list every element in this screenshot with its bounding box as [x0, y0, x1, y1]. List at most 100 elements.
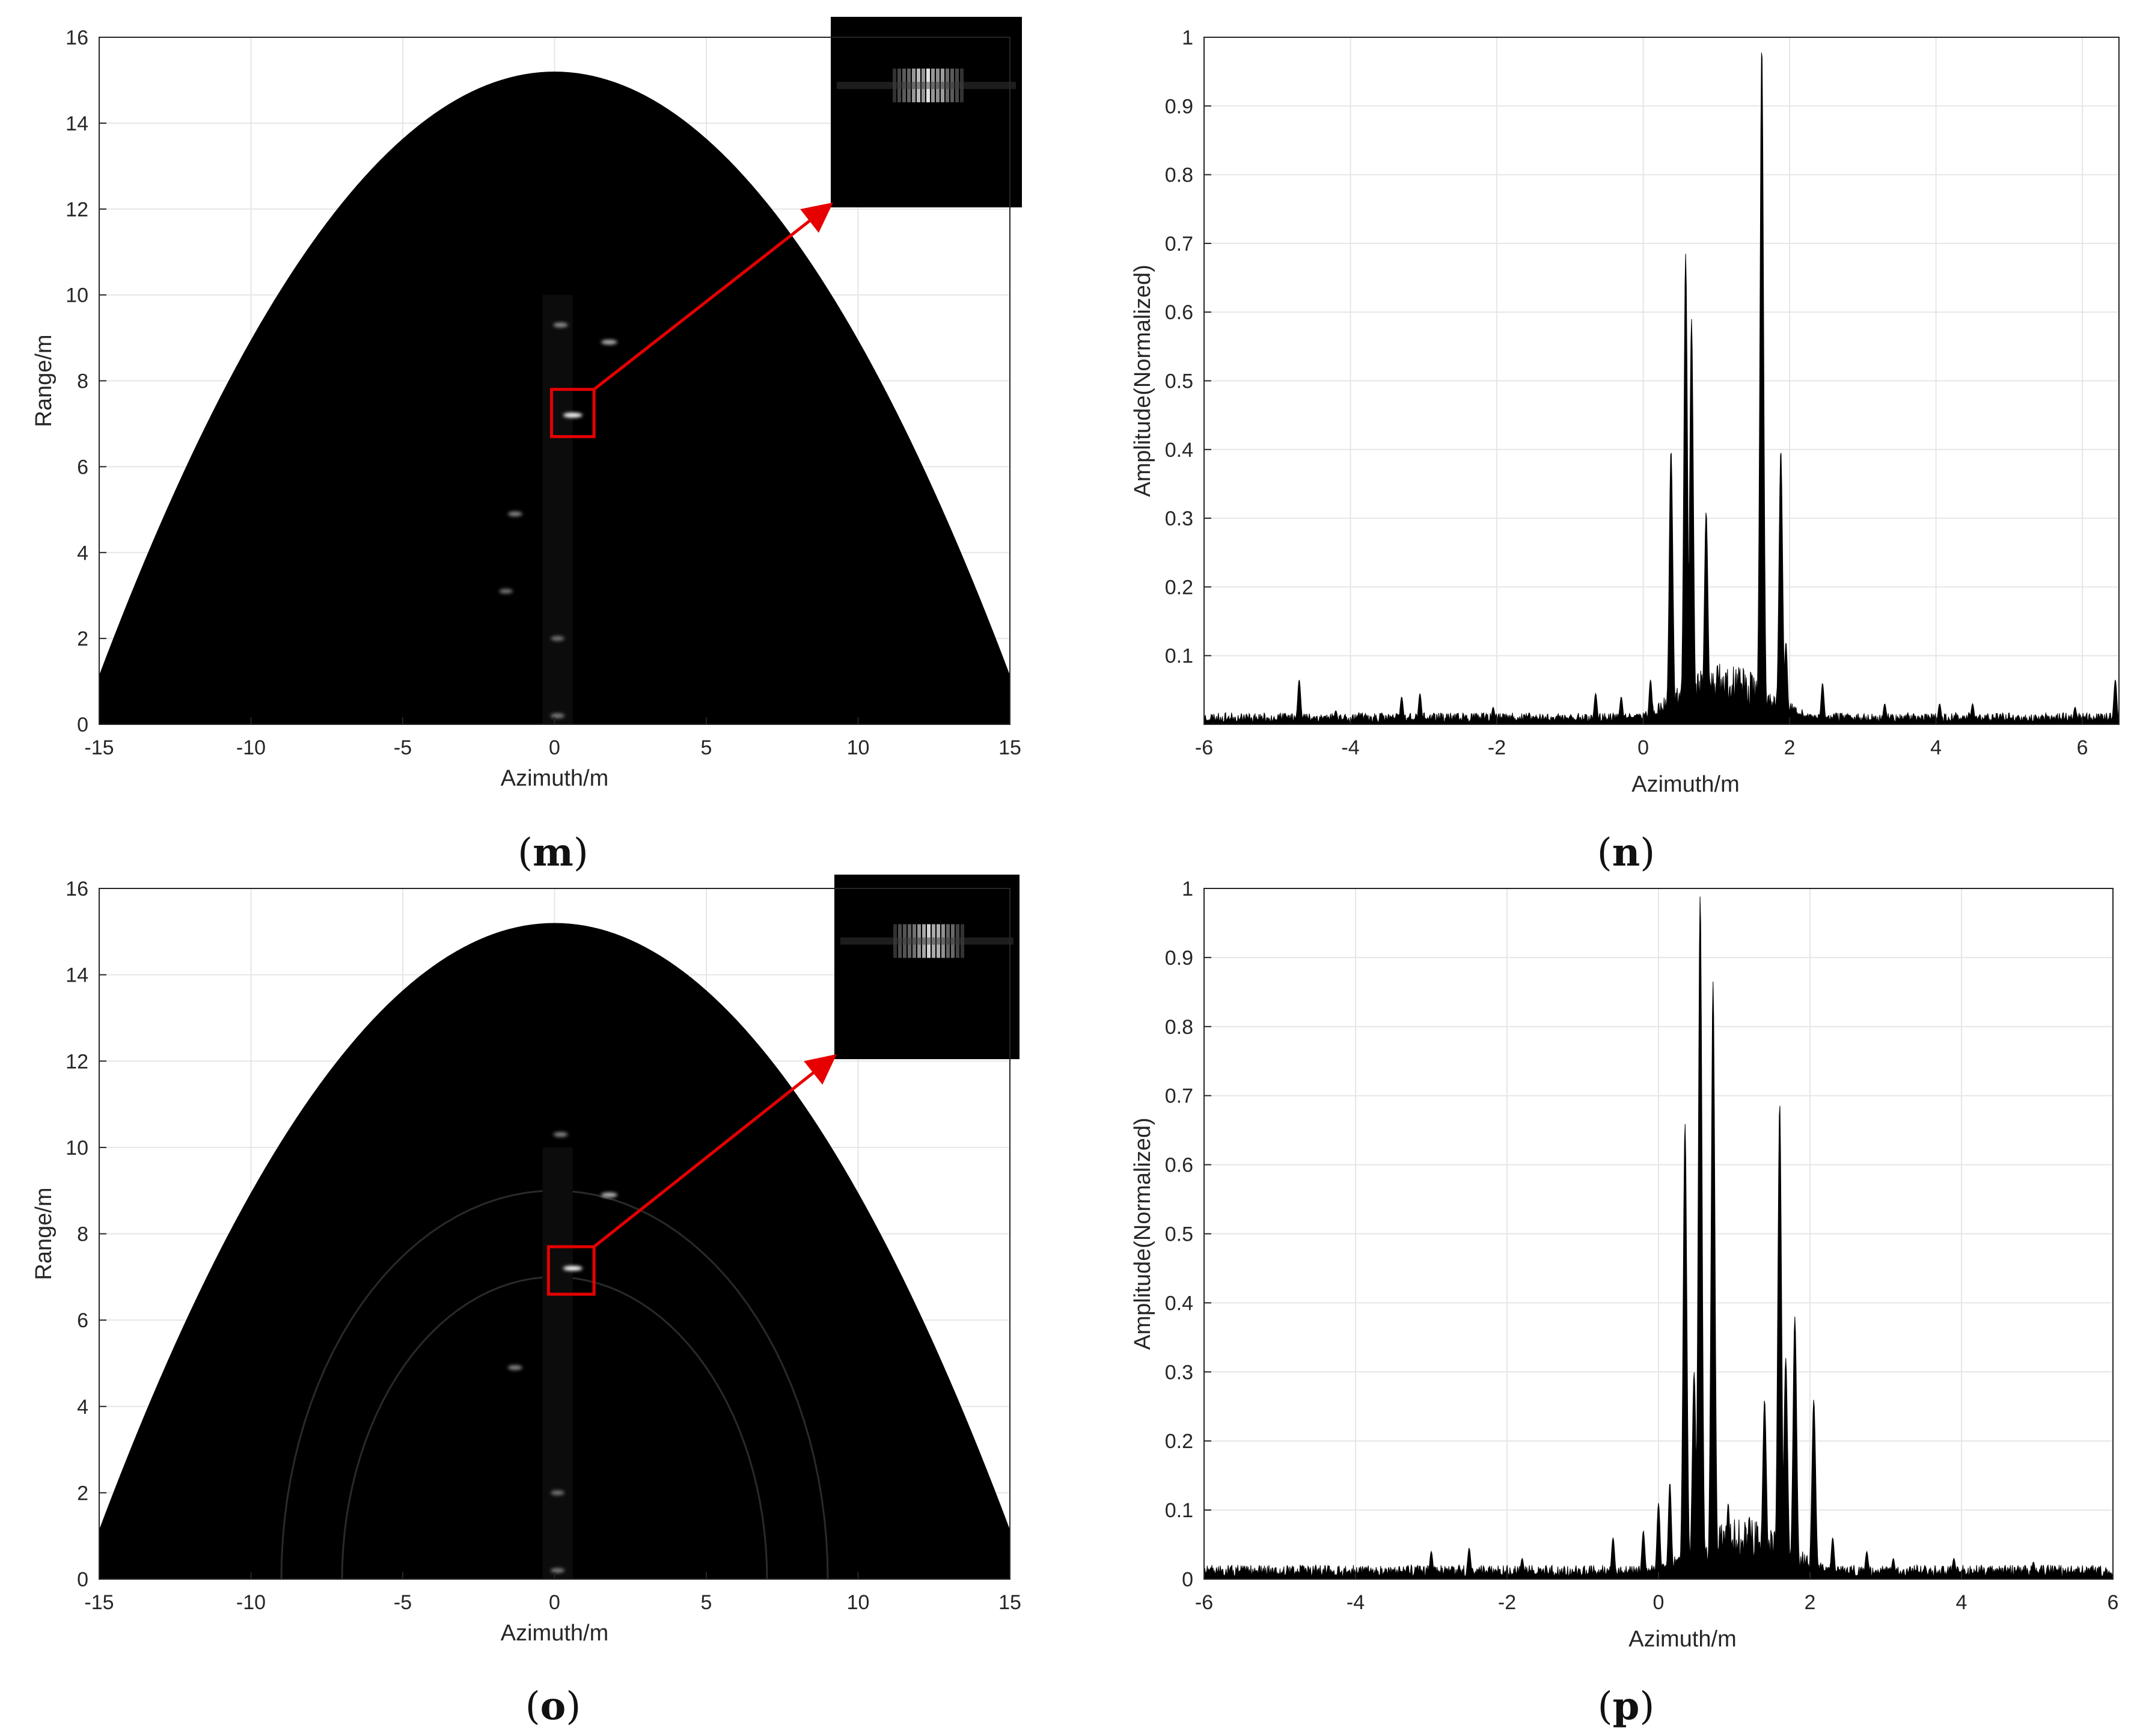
panel-close-paren: ): [573, 831, 589, 875]
scatter-point: [601, 340, 617, 345]
panel-label-m: (m): [518, 830, 589, 875]
chart-p: -6 -4 -2 0 2 4 6 0 0.1 0.2 0.3 0.4 0.5 0.6 0.7 0.8 0.9 1 A…: [1130, 878, 2118, 1652]
y-tick-label: 0.8: [1165, 1016, 1193, 1039]
x-tick-label: 2: [1784, 736, 1796, 759]
y-tick-label: 0.7: [1165, 1085, 1193, 1108]
y-tick-label: 2: [77, 628, 88, 650]
y-tick-label: 2: [77, 1482, 88, 1505]
x-tick-label: -10: [236, 1591, 266, 1614]
y-tick-label: 14: [66, 112, 88, 135]
y-tick-label: 0.9: [1165, 947, 1193, 970]
chart-o: -15 -10 -5 0 5 10 15 0 2 4 6 8 10 12 14 16 Azimuth/m Rang…: [31, 875, 1021, 1646]
x-tick-label: -6: [1195, 1591, 1213, 1614]
panel-label-n: (n): [1597, 830, 1655, 875]
scatter-point: [563, 1265, 582, 1271]
scatter-point: [551, 636, 564, 641]
y-tick-label: 0: [1182, 1568, 1193, 1591]
x-tick-label: 10: [847, 736, 870, 759]
panel-open-paren: (: [525, 1684, 540, 1729]
y-tick-label: 0: [77, 1568, 88, 1591]
scatter-point: [508, 1365, 522, 1371]
x-tick-label: -5: [394, 1591, 412, 1614]
y-tick-label: 14: [66, 964, 88, 987]
zoom-arrow: [593, 202, 833, 391]
y-tick-label: 0.2: [1165, 1430, 1193, 1453]
tick-labels: -6 -4 -2 0 2 4 6 0 0.1 0.2 0.3 0.4 0.5 0.6 0.7 0.8 0.9 1: [1165, 878, 2119, 1614]
inset-streak: [837, 82, 1016, 90]
inset-background: [831, 17, 1022, 207]
y-tick-label: 0.1: [1165, 645, 1193, 668]
y-tick-label: 1: [1182, 26, 1193, 49]
y-tick-label: 0.6: [1165, 301, 1193, 324]
y-tick-label: 16: [66, 878, 88, 900]
y-tick-label: 0.9: [1165, 95, 1193, 118]
y-tick-label: 0.3: [1165, 507, 1193, 530]
y-tick-label: 12: [66, 198, 88, 221]
y-tick-label: 0.1: [1165, 1499, 1193, 1522]
tick-labels: -6 -4 -2 0 2 4 6 0.1 0.2 0.3 0.4 0.5 0.6 0.7 0.8 0.9 1: [1165, 26, 2088, 759]
y-tick-label: 0.8: [1165, 164, 1193, 187]
scatter-point: [553, 322, 568, 328]
x-tick-label: 6: [2077, 736, 2088, 759]
x-tick-label: -2: [1488, 736, 1506, 759]
scatter-point: [601, 1192, 617, 1197]
x-tick-label: -6: [1195, 736, 1213, 759]
scatter-point: [563, 412, 582, 418]
x-tick-label: -5: [394, 736, 412, 759]
y-axis-label: Amplitude(Normalized): [1130, 1117, 1155, 1349]
x-tick-label: -15: [84, 736, 114, 759]
y-tick-label: 0.2: [1165, 576, 1193, 599]
x-axis-label: Azimuth/m: [501, 766, 608, 791]
panel-close-paren: ): [1639, 1684, 1654, 1729]
x-tick-label: 15: [998, 1591, 1021, 1614]
panel-open-paren: (: [518, 831, 533, 875]
scatter-point: [551, 1490, 564, 1496]
y-tick-label: 0.7: [1165, 233, 1193, 255]
panel-letter-n: n: [1612, 830, 1640, 875]
highlight-box: [546, 1245, 596, 1296]
y-tick-label: 6: [77, 1309, 88, 1332]
panel-label-p: (p): [1598, 1684, 1655, 1729]
scatter-point: [551, 713, 565, 718]
inset-background: [834, 875, 1020, 1059]
x-tick-label: -2: [1498, 1591, 1516, 1614]
y-tick-label: 8: [77, 370, 88, 393]
panel-open-paren: (: [1597, 831, 1612, 875]
y-tick-label: 10: [66, 1137, 88, 1160]
panel-close-paren: ): [566, 1684, 581, 1729]
x-tick-label: -10: [236, 736, 266, 759]
chart-m: -15 -10 -5 0 5 10 15 0 2 4 6 8 10 12 14 16 Azimuth/m Rang…: [31, 17, 1022, 791]
y-tick-label: 0.6: [1165, 1154, 1193, 1177]
chart-n: -6 -4 -2 0 2 4 6 0.1 0.2 0.3 0.4 0.5 0.6 0.7 0.8 0.9 1 Az…: [1130, 26, 2120, 797]
x-tick-label: -15: [84, 1591, 114, 1614]
zoom-arrow: [593, 1054, 837, 1249]
y-tick-label: 0: [77, 714, 88, 736]
x-tick-label: -4: [1341, 736, 1359, 759]
y-tick-label: 12: [66, 1050, 88, 1073]
y-tick-label: 0.4: [1165, 1292, 1193, 1315]
x-tick-label: 5: [701, 736, 712, 759]
zoom-inset: [834, 875, 1020, 1059]
x-tick-label: 6: [2108, 1591, 2119, 1614]
range-streak: [542, 1147, 573, 1579]
y-tick-label: 10: [66, 284, 88, 307]
x-tick-label: 4: [1930, 736, 1942, 759]
range-streak: [542, 295, 573, 724]
y-tick-label: 0.3: [1165, 1361, 1193, 1384]
x-tick-label: 0: [549, 1591, 560, 1614]
y-tick-label: 0.4: [1165, 439, 1193, 462]
x-axis-label: Azimuth/m: [501, 1621, 608, 1646]
x-tick-label: 0: [549, 736, 560, 759]
x-tick-label: 2: [1805, 1591, 1816, 1614]
panel-letter-p: p: [1613, 1684, 1640, 1729]
zoom-inset: [831, 17, 1022, 207]
scatter-point: [499, 588, 513, 594]
x-tick-label: 4: [1956, 1591, 1967, 1614]
y-tick-label: 0.5: [1165, 370, 1193, 393]
panel-letter-o: o: [540, 1684, 566, 1729]
scatter-point: [508, 511, 522, 516]
y-axis-label: Range/m: [31, 1187, 57, 1280]
inset-streak: [840, 937, 1013, 945]
amplitude-area: [1203, 52, 2120, 725]
